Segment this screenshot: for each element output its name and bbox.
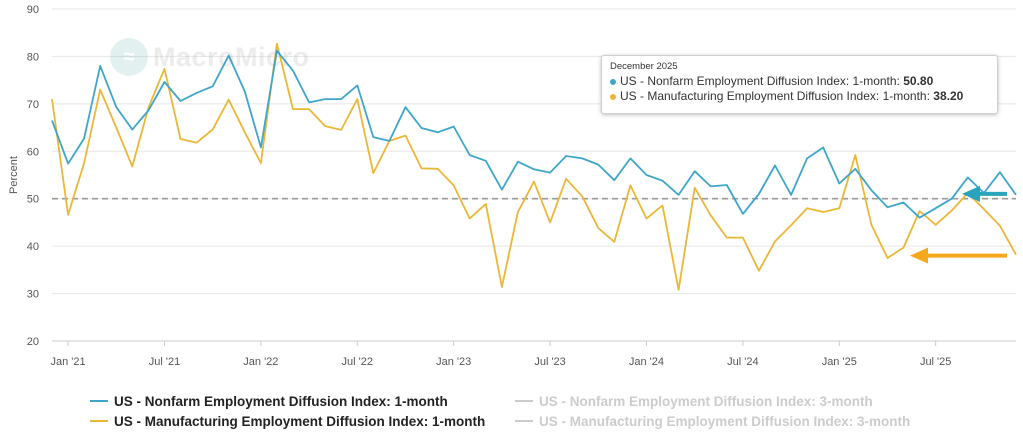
tooltip-dot-manufacturing (610, 93, 616, 100)
series-line-nonfarm (51, 49, 1017, 219)
tooltip-value-nonfarm: 50.80 (903, 74, 934, 88)
legend-label-nonfarm-1m: US - Nonfarm Employment Diffusion Index:… (114, 393, 448, 409)
y-tick-label: 30 (27, 289, 39, 301)
y-tick-label: 40 (27, 241, 39, 253)
legend-swatch-manufacturing-3m (515, 420, 533, 422)
data-tooltip: December 2025 US - Nonfarm Employment Di… (601, 55, 998, 114)
y-tick-label: 70 (27, 99, 39, 111)
legend-item-nonfarm-3m[interactable]: US - Nonfarm Employment Diffusion Index:… (515, 392, 873, 410)
y-tick-label: 90 (27, 4, 39, 16)
x-tick-label: Jan '25 (822, 356, 857, 368)
legend-label-manufacturing-3m: US - Manufacturing Employment Diffusion … (539, 413, 911, 429)
y-tick-label: 20 (27, 336, 39, 348)
x-tick-label: Jan '24 (629, 356, 664, 368)
x-tick-label: Jul '23 (534, 356, 565, 368)
legend-swatch-nonfarm-1m (90, 400, 108, 402)
chart-legend: US - Nonfarm Employment Diffusion Index:… (0, 388, 1023, 437)
tooltip-label-manufacturing: US - Manufacturing Employment Diffusion … (620, 89, 930, 103)
tooltip-dot-nonfarm (610, 78, 616, 85)
y-tick-label: 80 (27, 51, 39, 63)
line-chart: 20 30 40 50 60 70 80 90 Jan '21 Jul '21 Jan '22 Jul… (8, 4, 1017, 368)
tooltip-date: December 2025 (610, 61, 678, 72)
legend-label-manufacturing-1m: US - Manufacturing Employment Diffusion … (114, 413, 486, 429)
y-tick-label: 50 (27, 194, 39, 206)
x-tick-label: Jan '22 (243, 356, 278, 368)
x-tick-label: Jul '22 (342, 356, 373, 368)
legend-item-manufacturing-1m[interactable]: US - Manufacturing Employment Diffusion … (90, 412, 485, 430)
x-tick-label: Jul '25 (920, 356, 951, 368)
x-tick-label: Jan '21 (50, 356, 85, 368)
legend-label-nonfarm-3m: US - Nonfarm Employment Diffusion Index:… (539, 393, 873, 409)
y-axis-label: Percent (8, 156, 20, 194)
x-tick-label: Jul '21 (149, 356, 180, 368)
legend-item-manufacturing-3m[interactable]: US - Manufacturing Employment Diffusion … (515, 412, 910, 430)
tooltip-row-nonfarm: US - Nonfarm Employment Diffusion Index:… (610, 74, 989, 89)
x-tick-label: Jul '24 (727, 356, 758, 368)
y-tick-label: 60 (27, 146, 39, 158)
legend-swatch-nonfarm-3m (515, 400, 533, 402)
annotation-arrow-manufacturing-head (910, 247, 928, 264)
annotation-arrow-nonfarm-head (962, 185, 980, 202)
series-line-manufacturing (51, 42, 1017, 291)
tooltip-value-manufacturing: 38.20 (933, 89, 964, 103)
legend-item-nonfarm-1m[interactable]: US - Nonfarm Employment Diffusion Index:… (90, 392, 448, 410)
tooltip-label-nonfarm: US - Nonfarm Employment Diffusion Index:… (620, 74, 900, 88)
legend-swatch-manufacturing-1m (90, 420, 108, 422)
x-tick-label: Jan '23 (436, 356, 471, 368)
tooltip-row-manufacturing: US - Manufacturing Employment Diffusion … (610, 89, 989, 104)
